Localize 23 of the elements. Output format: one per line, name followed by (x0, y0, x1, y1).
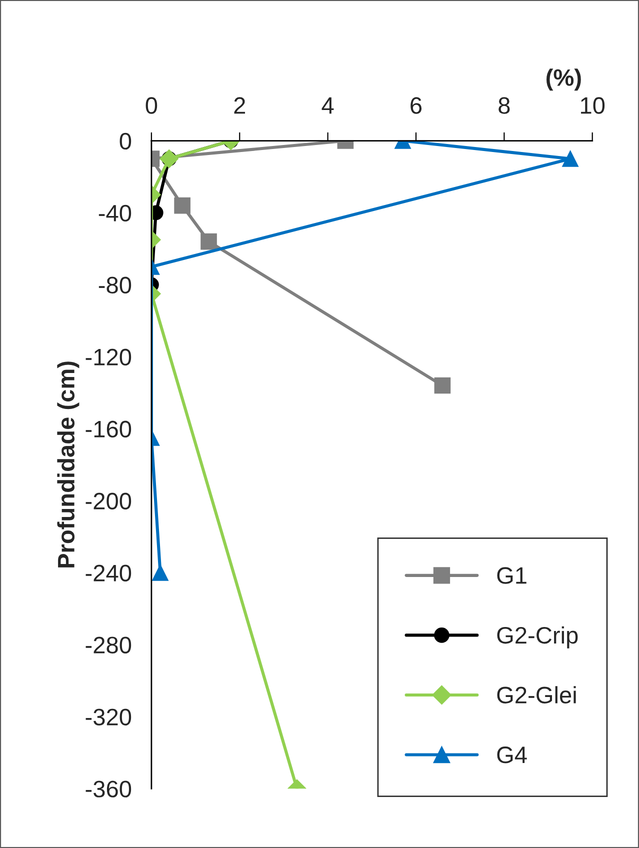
legend-label: G2-Crip (497, 626, 578, 648)
y-tick-label: 0 (120, 132, 132, 150)
legend-label: G4 (497, 746, 527, 764)
y-tick-label: -160 (86, 420, 132, 438)
x-tick-label: 0 (146, 97, 158, 114)
y-tick-label: -320 (86, 708, 132, 726)
legend-label: G1 (497, 567, 526, 584)
x-tick-label: 2 (234, 97, 246, 114)
y-tick-label: -40 (98, 204, 132, 222)
x-tick-label: 4 (322, 97, 334, 114)
legend-label: G2-Glei (497, 686, 576, 704)
y-tick-label: -120 (86, 348, 132, 366)
x-tick-label: 10 (581, 97, 605, 114)
y-axis-title: Profundidade (cm) (57, 362, 80, 568)
point (434, 377, 451, 394)
x-axis-title: (%) (546, 68, 581, 91)
x-tick-label: 6 (410, 97, 422, 114)
y-tick-label: -240 (86, 564, 132, 582)
y-tick-label: -360 (86, 780, 132, 798)
y-tick-label: -280 (86, 636, 132, 654)
y-tick-label: -200 (86, 492, 132, 510)
x-tick-label: 8 (498, 97, 510, 114)
y-tick-label: -80 (98, 276, 132, 294)
